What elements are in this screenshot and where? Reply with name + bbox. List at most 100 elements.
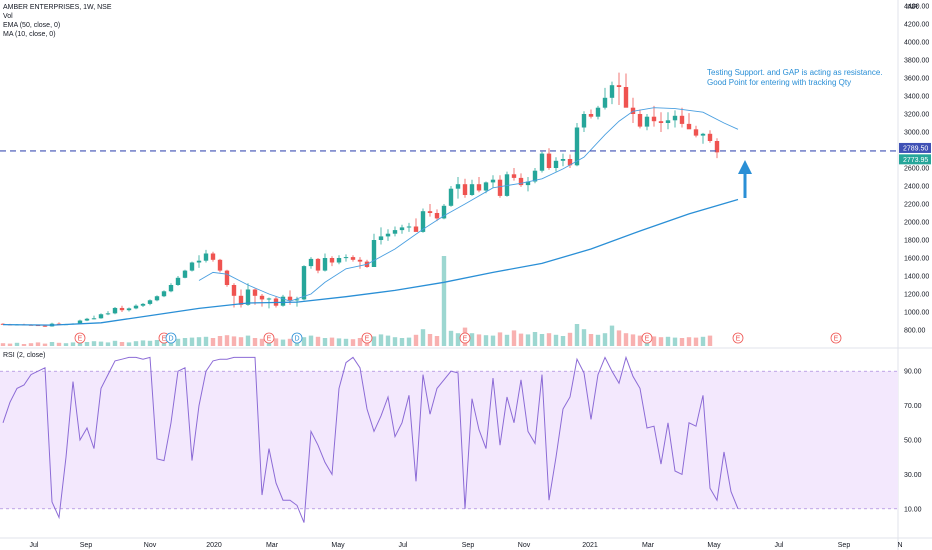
candle[interactable] xyxy=(525,177,531,192)
symbol-title[interactable]: AMBER ENTERPRISES, 1W, NSE xyxy=(3,4,112,11)
candle[interactable] xyxy=(483,181,489,194)
event-marker[interactable]: E xyxy=(459,332,471,344)
candle[interactable] xyxy=(350,255,356,262)
candle[interactable] xyxy=(371,233,377,267)
event-marker[interactable]: E xyxy=(74,332,86,344)
candle[interactable] xyxy=(560,153,566,167)
candle[interactable] xyxy=(427,204,433,217)
candle[interactable] xyxy=(392,226,398,237)
candle[interactable] xyxy=(476,177,482,193)
candle[interactable] xyxy=(168,283,174,293)
candle[interactable] xyxy=(308,257,314,269)
candle[interactable] xyxy=(154,295,160,302)
candle[interactable] xyxy=(84,317,90,322)
candle[interactable] xyxy=(441,204,447,220)
candle[interactable] xyxy=(140,303,146,308)
candle[interactable] xyxy=(280,294,286,307)
candle[interactable] xyxy=(490,175,496,188)
candle[interactable] xyxy=(511,168,517,181)
candle[interactable] xyxy=(595,105,601,120)
candle[interactable] xyxy=(189,261,195,272)
candle[interactable] xyxy=(469,179,475,196)
candle[interactable] xyxy=(315,258,321,274)
candle[interactable] xyxy=(693,125,699,138)
candle[interactable] xyxy=(105,311,111,316)
candle[interactable] xyxy=(672,110,678,128)
candle[interactable] xyxy=(462,178,468,198)
candle[interactable] xyxy=(406,222,412,232)
candlesticks[interactable] xyxy=(0,72,720,327)
candle[interactable] xyxy=(546,148,552,170)
candle[interactable] xyxy=(259,294,265,307)
candle[interactable] xyxy=(644,114,650,131)
candle[interactable] xyxy=(238,289,244,308)
candle[interactable] xyxy=(518,173,524,187)
candle[interactable] xyxy=(665,112,671,130)
candle[interactable] xyxy=(301,265,307,301)
price-axis[interactable]: 800.00 1000.00 1200.00 1400.00 1600.00 1800.0… xyxy=(899,4,931,514)
candle[interactable] xyxy=(357,257,363,269)
candle[interactable] xyxy=(609,81,615,105)
candle[interactable] xyxy=(126,307,132,312)
candle[interactable] xyxy=(714,138,720,159)
candle[interactable] xyxy=(504,171,510,197)
candle[interactable] xyxy=(581,111,587,132)
candle[interactable] xyxy=(175,276,181,286)
candle[interactable] xyxy=(112,307,118,315)
candle[interactable] xyxy=(637,109,643,129)
candle[interactable] xyxy=(217,258,223,273)
candle[interactable] xyxy=(0,323,6,325)
candle[interactable] xyxy=(588,109,594,119)
candle[interactable] xyxy=(413,218,419,232)
candle[interactable] xyxy=(399,224,405,234)
candle[interactable] xyxy=(252,288,258,305)
candle[interactable] xyxy=(196,255,202,268)
candle[interactable] xyxy=(455,177,461,199)
ema-legend-label[interactable]: EMA (50, close, 0) xyxy=(3,22,61,29)
candle[interactable] xyxy=(448,186,454,207)
candle[interactable] xyxy=(182,269,188,279)
candle[interactable] xyxy=(574,123,580,167)
event-marker[interactable]: E xyxy=(830,332,842,344)
candle[interactable] xyxy=(707,130,713,143)
candle[interactable] xyxy=(567,154,573,169)
candle[interactable] xyxy=(385,229,391,241)
ma-legend-label[interactable]: MA (10, close, 0) xyxy=(3,31,56,38)
candle[interactable] xyxy=(224,269,230,287)
event-marker[interactable]: D xyxy=(165,332,177,344)
candle[interactable] xyxy=(336,255,342,265)
candle[interactable] xyxy=(119,305,125,312)
candle[interactable] xyxy=(161,290,167,298)
candle[interactable] xyxy=(231,283,237,308)
vol-legend-label[interactable]: Vol xyxy=(3,13,13,20)
candle[interactable] xyxy=(679,107,685,128)
candle[interactable] xyxy=(98,313,104,319)
candle[interactable] xyxy=(210,251,216,262)
candle[interactable] xyxy=(602,87,608,110)
event-marker[interactable]: D xyxy=(291,332,303,344)
candle[interactable] xyxy=(700,132,706,144)
candle[interactable] xyxy=(77,319,83,324)
candle[interactable] xyxy=(378,227,384,245)
candle[interactable] xyxy=(553,157,559,172)
event-marker[interactable]: E xyxy=(361,332,373,344)
candle[interactable] xyxy=(651,105,657,127)
candle[interactable] xyxy=(91,315,97,320)
candle[interactable] xyxy=(658,112,664,132)
candle[interactable] xyxy=(616,72,622,105)
time-axis[interactable]: Jul Sep Nov 2020 Mar May Jul Sep Nov 2021 Mar May Ju… xyxy=(30,542,903,549)
candle[interactable] xyxy=(686,113,692,130)
candle[interactable] xyxy=(147,299,153,306)
event-marker[interactable]: E xyxy=(263,332,275,344)
candle[interactable] xyxy=(343,254,349,262)
candle[interactable] xyxy=(329,256,335,267)
candle[interactable] xyxy=(539,151,545,173)
candle[interactable] xyxy=(322,253,328,272)
event-marker[interactable]: E xyxy=(732,332,744,344)
event-marker[interactable]: E xyxy=(641,332,653,344)
candle[interactable] xyxy=(434,209,440,222)
candle[interactable] xyxy=(133,304,139,310)
rsi-legend-label[interactable]: RSI (2, close) xyxy=(3,352,46,359)
candle[interactable] xyxy=(245,283,251,306)
